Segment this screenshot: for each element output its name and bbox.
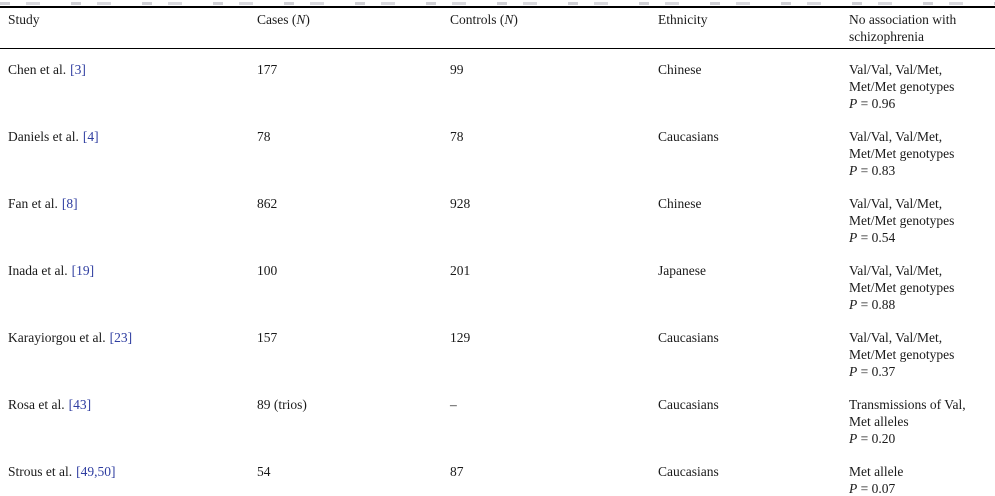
association-studies-table: Study Cases (N) Controls (N) Ethnicity N… (0, 6, 995, 496)
association-cell: Val/Val, Val/Met, Met/Met genotypes P = … (849, 128, 955, 178)
study-cell: Rosa et al. [43] (0, 384, 257, 451)
cropped-caption-remnant (0, 0, 995, 6)
p-value: = 0.88 (860, 296, 896, 312)
cases-cell: 862 (257, 195, 278, 211)
citation-link[interactable]: [19] (71, 262, 95, 278)
p-label: P (849, 296, 858, 312)
table-row-fan: Fan et al. [8] 862 928 Chinese Val/Val, V… (0, 183, 995, 250)
controls-cell: 87 (450, 450, 658, 496)
ethnicity-cell: Chinese (658, 195, 702, 211)
study-name: Inada et al. (8, 262, 68, 278)
study-name: Fan et al. (8, 195, 58, 211)
study-cell: Daniels et al. [4] (0, 116, 257, 183)
study-name: Strous et al. (8, 463, 73, 479)
citation-link[interactable]: [49,50] (76, 463, 116, 479)
study-cell: Fan et al. [8] (0, 183, 257, 250)
table-row-rosa: Rosa et al. [43] 89 (trios) – Caucasians … (0, 384, 995, 451)
study-cell: Karayiorgou et al. [23] (0, 317, 257, 384)
ethnicity-cell: Caucasians (658, 128, 719, 144)
table-row-daniels: Daniels et al. [4] 78 78 Caucasians Val/V… (0, 116, 995, 183)
table-row-karayiorgou: Karayiorgou et al. [23] 157 129 Caucasian… (0, 317, 995, 384)
study-cell: Chen et al. [3] (0, 49, 257, 116)
table-row-inada: Inada et al. [19] 100 201 Japanese Val/Va… (0, 250, 995, 317)
ethnicity-cell: Caucasians (658, 396, 719, 412)
association-cell: Met allele P = 0.07 (849, 450, 995, 496)
p-label: P (849, 430, 858, 446)
col-header-association: No association with schizophrenia (849, 7, 995, 49)
p-value: = 0.83 (860, 162, 896, 178)
cases-cell: 78 (257, 128, 271, 144)
citation-link[interactable]: [8] (61, 195, 78, 211)
p-value: = 0.54 (860, 229, 896, 245)
cases-cell: 54 (257, 450, 450, 496)
controls-cell: 928 (450, 195, 471, 211)
p-value: = 0.20 (860, 430, 896, 446)
association-cell: Transmissions of Val, Met alleles P = 0.… (849, 396, 966, 446)
controls-cell: 201 (450, 262, 471, 278)
study-name: Daniels et al. (8, 128, 79, 144)
p-label: P (849, 162, 858, 178)
col-header-study: Study (0, 7, 257, 49)
citation-link[interactable]: [43] (68, 396, 92, 412)
ethnicity-cell: Chinese (658, 62, 702, 77)
ethnicity-cell: Japanese (658, 262, 706, 278)
association-cell: Val/Val, Val/Met, Met/Met genotypes P = … (849, 62, 955, 111)
association-cell: Val/Val, Val/Met, Met/Met genotypes P = … (849, 195, 955, 245)
association-cell: Val/Val, Val/Met, Met/Met genotypes P = … (849, 329, 955, 379)
p-label: P (849, 480, 858, 496)
study-cell: Inada et al. [19] (0, 250, 257, 317)
table-row-chen: Chen et al. [3] 177 99 Chinese Val/Val, V… (0, 49, 995, 116)
citation-link[interactable]: [4] (82, 128, 99, 144)
p-value: = 0.96 (860, 96, 896, 111)
p-label: P (849, 229, 858, 245)
p-label: P (849, 363, 858, 379)
col-header-cases: Cases (N) (257, 7, 450, 49)
study-name: Rosa et al. (8, 396, 65, 412)
col-header-study-label: Study (8, 12, 40, 27)
controls-cell: 99 (450, 62, 464, 77)
study-cell: Strous et al. [49,50] (0, 450, 257, 496)
p-value: = 0.07 (860, 480, 896, 496)
p-value: = 0.37 (860, 363, 896, 379)
cases-cell: 177 (257, 62, 278, 77)
citation-link[interactable]: [3] (70, 62, 86, 77)
table-body: Chen et al. [3] 177 99 Chinese Val/Val, V… (0, 49, 995, 496)
cases-cell: 100 (257, 262, 278, 278)
study-name: Chen et al. (8, 62, 67, 77)
association-cell: Val/Val, Val/Met, Met/Met genotypes P = … (849, 262, 955, 312)
header-row: Study Cases (N) Controls (N) Ethnicity N… (0, 7, 995, 49)
table-header: Study Cases (N) Controls (N) Ethnicity N… (0, 7, 995, 49)
controls-cell: 78 (450, 128, 464, 144)
table-row-strous: Strous et al. [49,50] 54 87 Caucasians Me… (0, 450, 995, 496)
ethnicity-cell: Caucasians (658, 450, 849, 496)
ethnicity-cell: Caucasians (658, 329, 719, 345)
cases-cell: 157 (257, 329, 278, 345)
cases-cell: 89 (trios) (257, 396, 307, 412)
col-header-ethnicity: Ethnicity (658, 7, 849, 49)
study-name: Karayiorgou et al. (8, 329, 106, 345)
p-label: P (849, 96, 858, 111)
controls-cell: 129 (450, 329, 471, 345)
controls-cell: – (450, 396, 457, 412)
col-header-controls: Controls (N) (450, 7, 658, 49)
citation-link[interactable]: [23] (109, 329, 133, 345)
